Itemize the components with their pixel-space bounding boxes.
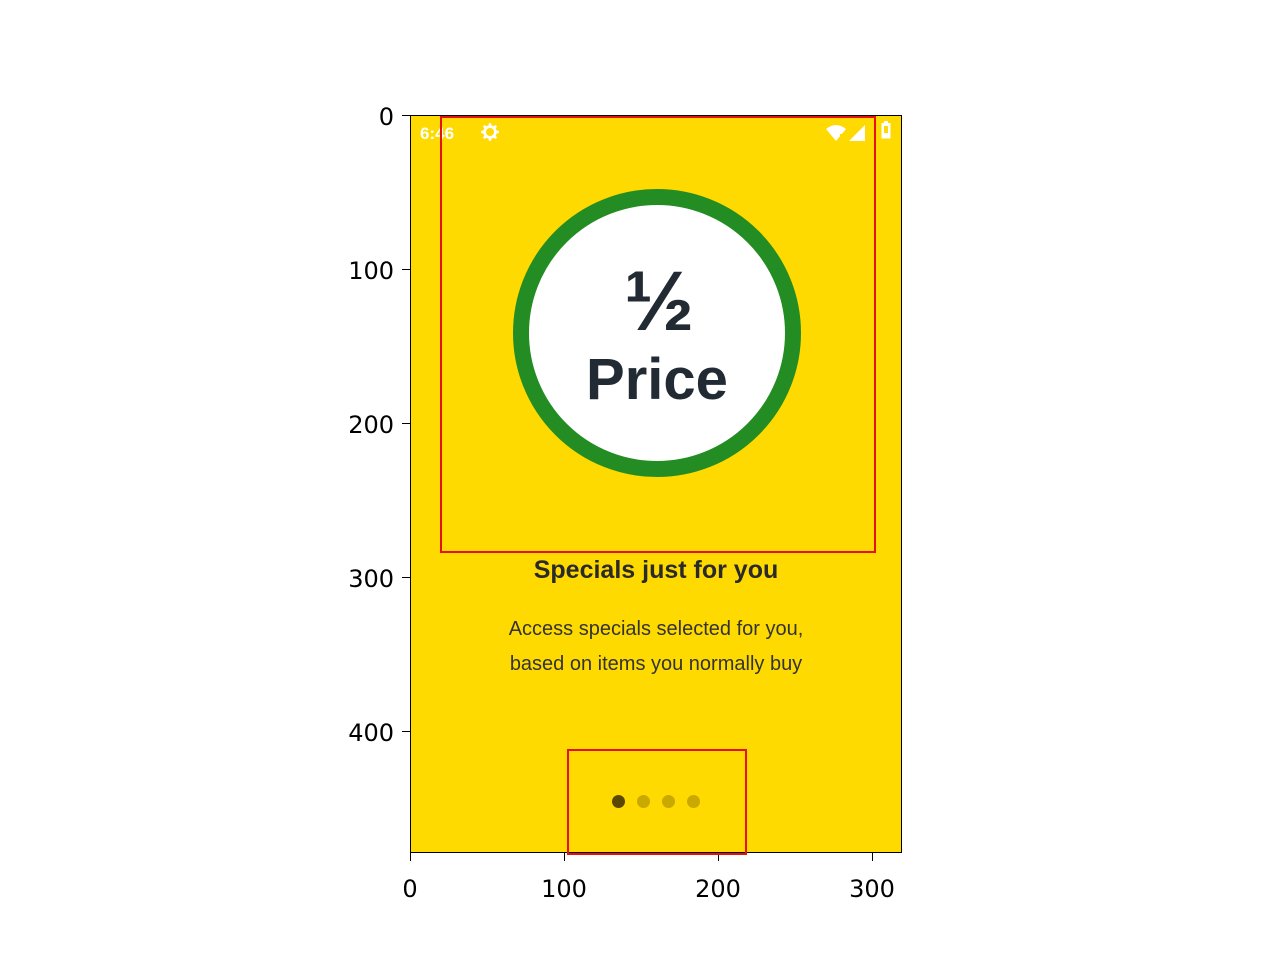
y-tick [402,115,410,116]
x-tick-label: 0 [402,875,418,903]
price-text: Price [586,347,728,412]
y-tick [402,269,410,270]
y-tick [402,731,410,732]
description: Access specials selected for you, based … [411,612,901,682]
y-tick [402,577,410,578]
y-tick-label: 100 [348,257,394,285]
battery-icon [881,121,891,139]
y-tick-label: 400 [348,719,394,747]
x-tick [410,853,411,861]
x-tick-label: 100 [541,875,587,903]
y-tick-label: 200 [348,411,394,439]
x-tick [718,853,719,861]
y-tick [402,423,410,424]
y-tick-label: 300 [348,565,394,593]
description-line: based on items you normally buy [509,653,803,675]
half-fraction-text: ½ [623,254,694,348]
pager-indicator[interactable] [411,795,901,808]
status-bar: 6:46 [411,116,901,150]
signal-icon [849,125,865,141]
pager-dot[interactable] [662,795,675,808]
status-time: 6:46 [420,124,455,143]
y-tick-label: 0 [378,103,394,131]
gear-icon [481,123,499,141]
app-screen: 6:46 [410,115,902,853]
pager-dot-active[interactable] [612,795,625,808]
page-title: Specials just for you [533,556,779,584]
x-tick [564,853,565,861]
pager-dot[interactable] [687,795,700,808]
description-line: Access specials selected for you, [508,618,804,640]
half-price-badge: ½ Price [513,189,801,477]
x-tick-label: 300 [849,875,895,903]
wifi-icon [826,125,846,141]
x-tick-label: 200 [695,875,741,903]
x-tick [872,853,873,861]
pager-dot[interactable] [637,795,650,808]
